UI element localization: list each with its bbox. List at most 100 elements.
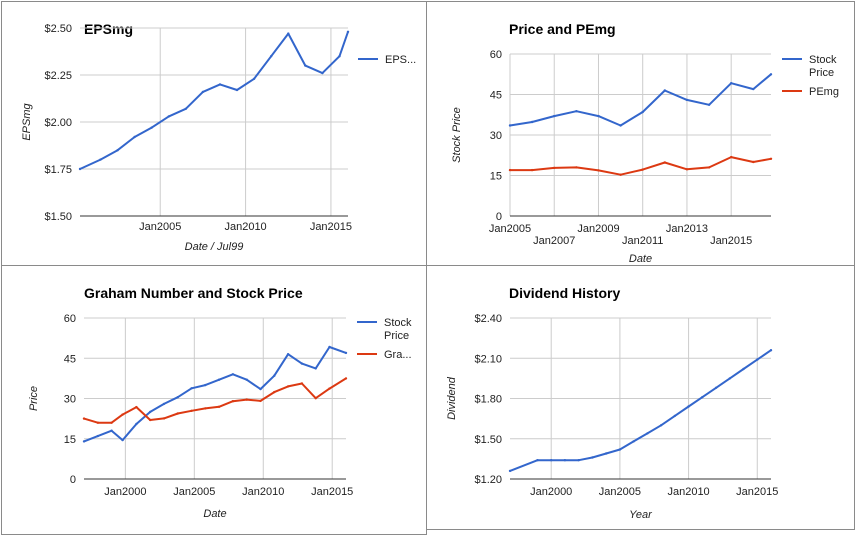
- y-tick-label: $2.50: [44, 23, 72, 35]
- pe-chart: Price and PEmg015304560Jan2005Jan2007Jan…: [451, 21, 839, 265]
- data-point: [304, 64, 307, 67]
- data-point: [328, 387, 331, 390]
- data-point: [133, 135, 136, 139]
- data-point: [314, 397, 317, 400]
- x-tick-label: Jan2007: [533, 235, 575, 247]
- y-tick-label: 15: [490, 171, 502, 183]
- x-tick-label: Jan2005: [489, 223, 531, 235]
- data-point: [577, 459, 580, 462]
- data-point: [730, 82, 733, 85]
- data-point: [121, 413, 124, 416]
- chart-title: Graham Number and Stock Price: [84, 285, 303, 301]
- series-line-0: [83, 346, 347, 443]
- dividend-chart: Dividend History $1.20 $1.50 $1.80 $2.10 $2.4…: [446, 285, 778, 521]
- y-tick-label: 15: [64, 434, 76, 446]
- data-point: [121, 438, 124, 442]
- x-tick-label: Jan2015: [736, 486, 778, 498]
- data-point: [150, 126, 153, 129]
- data-point: [707, 166, 711, 169]
- data-point: [162, 402, 166, 406]
- y-tick-label: 0: [496, 211, 502, 223]
- data-point: [508, 168, 512, 172]
- x-axis-label: Date: [203, 508, 226, 520]
- data-point: [273, 390, 276, 394]
- data-point: [663, 89, 666, 92]
- data-point: [149, 418, 152, 422]
- data-point: [553, 114, 556, 118]
- dividend-chart-panel: Dividend History $1.20 $1.50 $1.80 $2.10 $2.4…: [426, 265, 855, 530]
- x-tick-label: Jan2005: [599, 486, 641, 498]
- data-point: [300, 362, 304, 365]
- legend-label: PEmg: [809, 86, 839, 98]
- data-point: [231, 400, 235, 403]
- data-point: [270, 55, 273, 58]
- data-point: [707, 103, 711, 107]
- data-point: [769, 349, 773, 352]
- data-point: [508, 124, 512, 127]
- data-point: [245, 398, 248, 401]
- data-point: [752, 160, 755, 164]
- data-point: [346, 30, 350, 33]
- data-point: [217, 405, 221, 408]
- data-point: [273, 374, 276, 377]
- data-point: [769, 157, 773, 160]
- series-line-0: [79, 31, 349, 170]
- legend-label: Stock Price: [809, 54, 837, 79]
- series-line-1: [510, 156, 772, 176]
- data-point: [536, 459, 539, 462]
- data-point: [687, 405, 690, 408]
- data-point: [701, 396, 704, 399]
- data-point: [99, 158, 102, 161]
- y-tick-label: $2.10: [474, 353, 502, 365]
- data-point: [201, 90, 205, 94]
- graham-chart-panel: Graham Number and Stock Price 0 15 30 45 60 Ja…: [1, 265, 427, 535]
- data-point: [530, 168, 534, 172]
- data-point: [714, 386, 718, 389]
- y-tick-label: 45: [490, 90, 502, 102]
- data-point: [328, 345, 331, 349]
- data-point: [149, 410, 152, 414]
- y-tick-label: 0: [70, 474, 76, 486]
- data-point: [204, 407, 207, 410]
- data-point: [176, 412, 179, 415]
- data-point: [752, 87, 755, 91]
- x-tick-label: Jan2000: [530, 486, 572, 498]
- data-point: [235, 88, 239, 92]
- data-point: [78, 167, 82, 171]
- data-point: [597, 114, 600, 118]
- data-point: [176, 396, 179, 399]
- data-point: [338, 55, 341, 58]
- data-point: [563, 459, 567, 462]
- x-tick-label: Jan2015: [310, 221, 352, 233]
- data-point: [259, 387, 262, 391]
- data-point: [218, 83, 222, 86]
- data-point: [96, 421, 100, 424]
- data-point: [646, 432, 649, 435]
- data-point: [116, 149, 119, 152]
- y-tick-label: 30: [64, 394, 76, 406]
- data-point: [245, 378, 248, 381]
- data-point: [591, 456, 594, 459]
- data-point: [204, 383, 207, 387]
- data-point: [286, 385, 290, 388]
- data-point: [550, 459, 553, 462]
- y-tick-label: 30: [490, 130, 502, 142]
- data-point: [217, 378, 221, 381]
- data-point: [619, 124, 622, 127]
- y-axis-label: EPSmg: [21, 102, 33, 140]
- x-tick-label: Jan2010: [224, 221, 266, 233]
- eps-chart: EPSmg $1.50 $1.75 $2.00 $2.25 $2.50 Jan2005 Jan…: [21, 21, 416, 253]
- data-point: [730, 155, 733, 159]
- data-point: [673, 414, 676, 418]
- chart-title: Price and PEmg: [509, 21, 616, 37]
- y-tick-label: $2.00: [44, 117, 72, 129]
- eps-chart-panel: EPSmg $1.50 $1.75 $2.00 $2.25 $2.50 Jan2005 Jan…: [1, 1, 427, 266]
- legend-label: Stock Price: [384, 317, 412, 342]
- series-line-1: [83, 377, 347, 424]
- data-point: [231, 373, 235, 376]
- data-point: [508, 469, 512, 473]
- data-point: [756, 358, 759, 361]
- data-point: [184, 107, 187, 111]
- y-axis-label: Price: [28, 386, 40, 411]
- data-point: [300, 382, 304, 385]
